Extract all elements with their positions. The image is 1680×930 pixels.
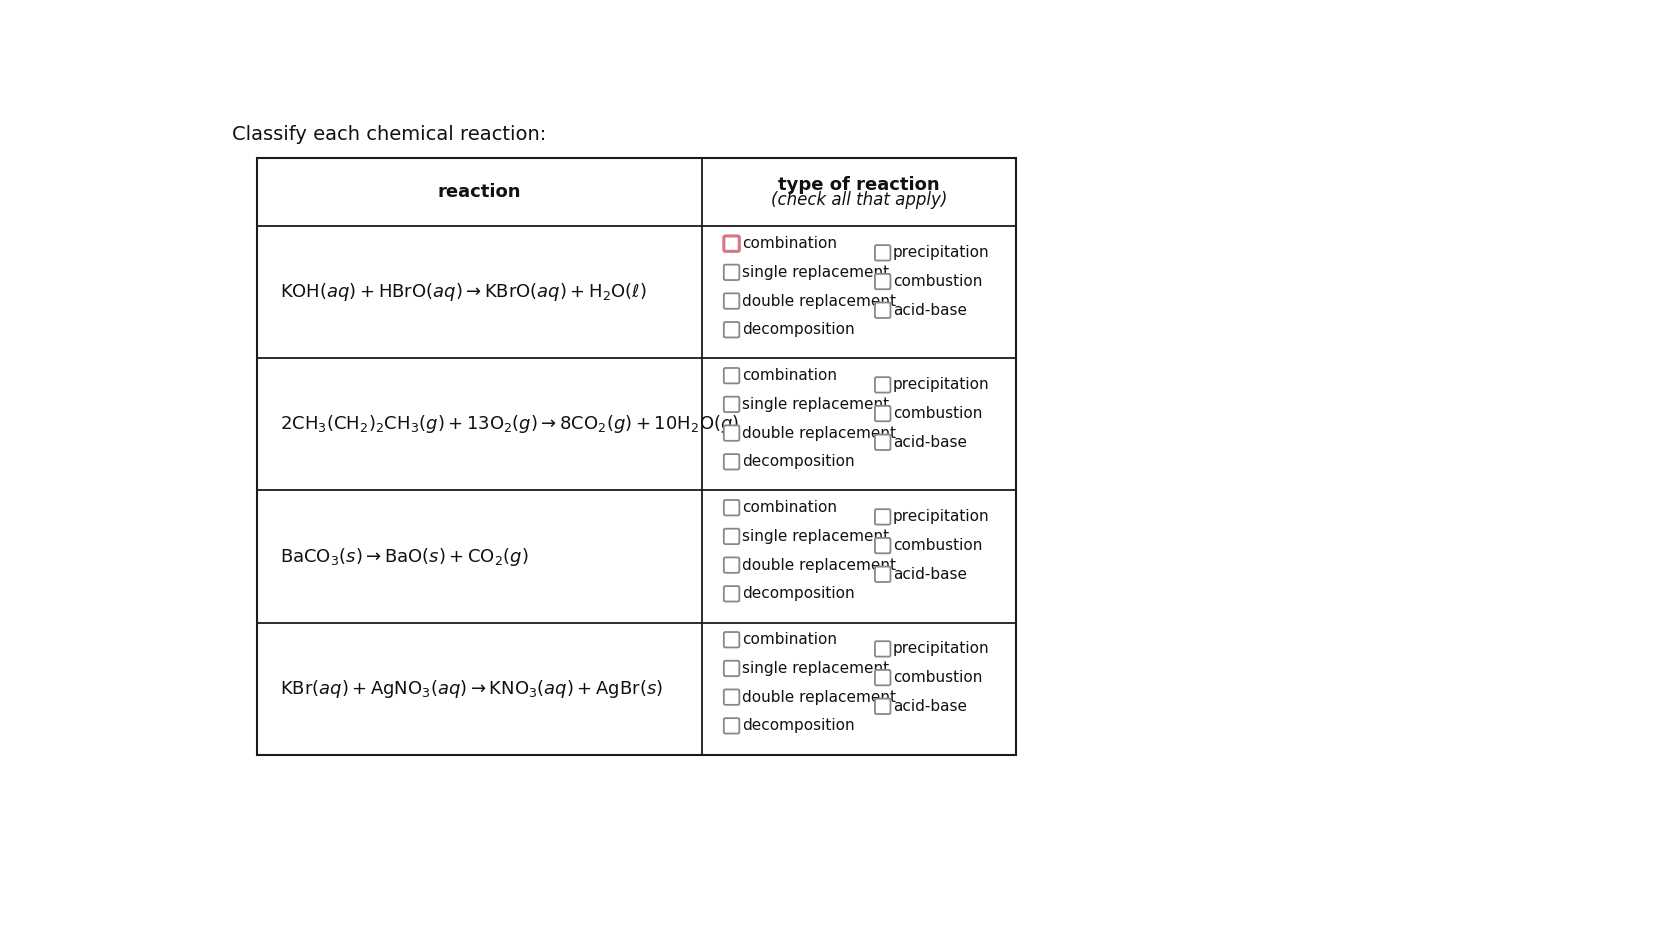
Text: combination: combination (741, 368, 837, 383)
Text: precipitation: precipitation (892, 642, 990, 657)
FancyBboxPatch shape (724, 425, 739, 441)
Text: $\mathrm{2CH_3(CH_2)_2CH_3}(g) + \mathrm{13O_2}(g) \rightarrow \mathrm{8CO_2}(g): $\mathrm{2CH_3(CH_2)_2CH_3}(g) + \mathrm… (281, 414, 739, 435)
FancyBboxPatch shape (724, 718, 739, 734)
FancyBboxPatch shape (875, 510, 890, 525)
FancyBboxPatch shape (875, 670, 890, 685)
FancyBboxPatch shape (875, 538, 890, 553)
FancyBboxPatch shape (875, 378, 890, 392)
Text: combustion: combustion (892, 274, 983, 289)
Text: acid-base: acid-base (892, 434, 966, 450)
FancyBboxPatch shape (724, 322, 739, 338)
Text: combustion: combustion (892, 406, 983, 421)
Text: combustion: combustion (892, 671, 983, 685)
Text: decomposition: decomposition (741, 586, 853, 602)
Text: single replacement: single replacement (741, 265, 889, 280)
Text: single replacement: single replacement (741, 397, 889, 412)
Text: acid-base: acid-base (892, 303, 966, 318)
FancyBboxPatch shape (724, 236, 739, 251)
FancyBboxPatch shape (875, 405, 890, 421)
FancyBboxPatch shape (724, 557, 739, 573)
Text: Classify each chemical reaction:: Classify each chemical reaction: (232, 126, 546, 144)
FancyBboxPatch shape (724, 368, 739, 383)
FancyBboxPatch shape (724, 397, 739, 412)
Text: single replacement: single replacement (741, 529, 889, 544)
FancyBboxPatch shape (875, 246, 890, 260)
FancyBboxPatch shape (724, 689, 739, 705)
Text: double replacement: double replacement (741, 690, 895, 705)
Text: combination: combination (741, 500, 837, 515)
FancyBboxPatch shape (875, 698, 890, 714)
FancyBboxPatch shape (724, 586, 739, 602)
Text: double replacement: double replacement (741, 426, 895, 441)
FancyBboxPatch shape (875, 302, 890, 318)
Text: (check all that apply): (check all that apply) (771, 191, 948, 209)
Text: double replacement: double replacement (741, 294, 895, 309)
FancyBboxPatch shape (875, 434, 890, 450)
Text: precipitation: precipitation (892, 246, 990, 260)
Text: double replacement: double replacement (741, 558, 895, 573)
FancyBboxPatch shape (724, 500, 739, 515)
FancyBboxPatch shape (724, 454, 739, 470)
Text: decomposition: decomposition (741, 454, 853, 470)
Text: combination: combination (741, 632, 837, 647)
FancyBboxPatch shape (875, 566, 890, 582)
Text: $\mathrm{BaCO_3}(s) \rightarrow \mathrm{BaO}(s) + \mathrm{CO_2}(g)$: $\mathrm{BaCO_3}(s) \rightarrow \mathrm{… (281, 546, 529, 567)
FancyBboxPatch shape (724, 529, 739, 544)
Text: single replacement: single replacement (741, 661, 889, 676)
FancyBboxPatch shape (875, 641, 890, 657)
FancyBboxPatch shape (724, 660, 739, 676)
Text: $\mathrm{KBr}(aq) + \mathrm{AgNO_3}(aq) \rightarrow \mathrm{KNO_3}(aq) + \mathrm: $\mathrm{KBr}(aq) + \mathrm{AgNO_3}(aq) … (281, 678, 662, 699)
FancyBboxPatch shape (875, 273, 890, 289)
Text: combustion: combustion (892, 538, 983, 553)
FancyBboxPatch shape (724, 293, 739, 309)
Text: decomposition: decomposition (741, 718, 853, 734)
Text: $\mathrm{KOH}(aq) + \mathrm{HBrO}(aq) \rightarrow \mathrm{KBrO}(aq) + \mathrm{H_: $\mathrm{KOH}(aq) + \mathrm{HBrO}(aq) \r… (281, 282, 647, 303)
Text: type of reaction: type of reaction (778, 176, 939, 194)
Text: reaction: reaction (437, 183, 521, 201)
FancyBboxPatch shape (724, 265, 739, 280)
Text: precipitation: precipitation (892, 510, 990, 525)
Text: acid-base: acid-base (892, 566, 966, 582)
FancyBboxPatch shape (724, 632, 739, 647)
Text: precipitation: precipitation (892, 378, 990, 392)
Text: decomposition: decomposition (741, 323, 853, 338)
Text: acid-base: acid-base (892, 698, 966, 714)
Text: combination: combination (741, 236, 837, 251)
